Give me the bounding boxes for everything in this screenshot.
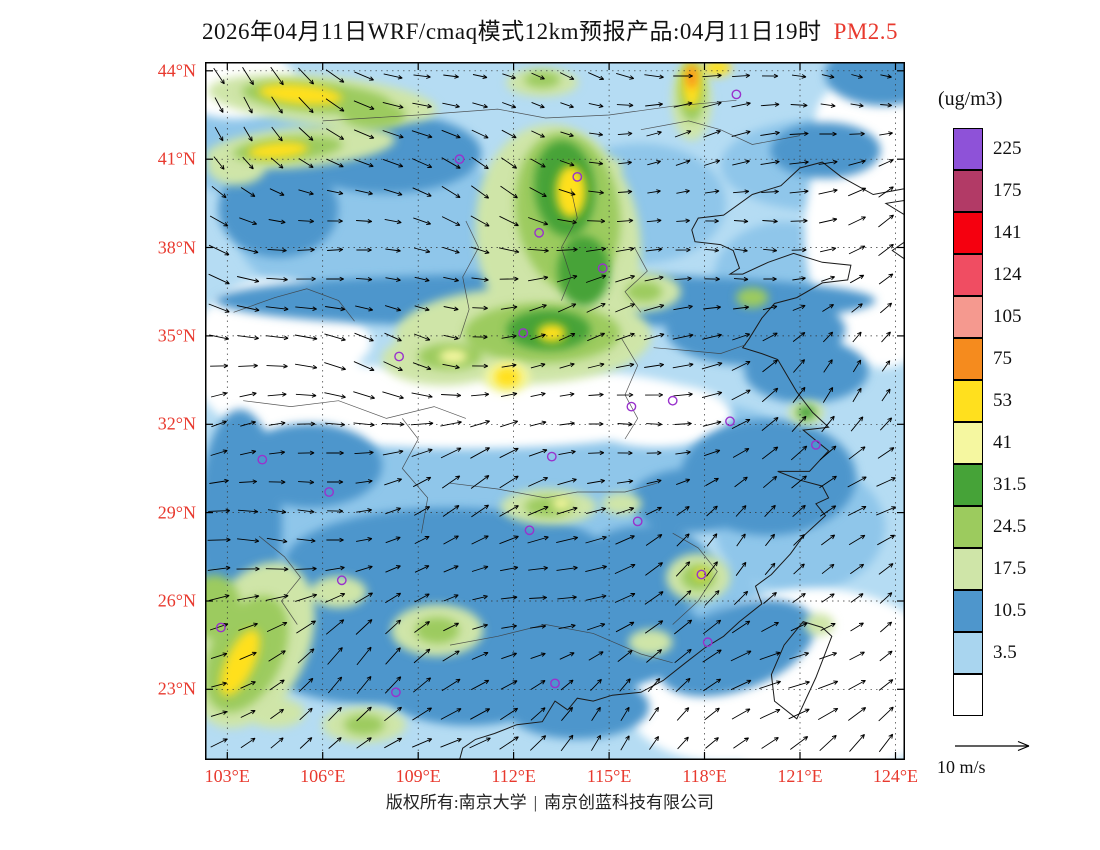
colorbar-value: 17.5 bbox=[993, 558, 1027, 579]
colorbar-value: 141 bbox=[993, 222, 1022, 243]
graticule bbox=[205, 62, 905, 760]
colorbar-box bbox=[953, 128, 983, 170]
colorbar-box bbox=[953, 380, 983, 422]
colorbar-value: 53 bbox=[993, 390, 1012, 411]
colorbar-value: 3.5 bbox=[993, 642, 1017, 663]
colorbar-box bbox=[953, 464, 983, 506]
colorbar-box bbox=[953, 296, 983, 338]
copyright-right: 南京创蓝科技有限公司 bbox=[544, 793, 715, 812]
station-markers bbox=[215, 89, 821, 698]
map-border bbox=[205, 62, 905, 760]
colorbar-box bbox=[953, 338, 983, 380]
lat-tick-label: 41°N bbox=[157, 148, 196, 169]
colorbar-box bbox=[953, 590, 983, 632]
lat-tick-label: 32°N bbox=[157, 413, 196, 434]
lon-tick-label: 109°E bbox=[395, 766, 441, 786]
lat-tick-label: 29°N bbox=[157, 502, 196, 523]
copyright-divider: | bbox=[533, 793, 538, 812]
coastline bbox=[459, 161, 905, 760]
title-text: 2026年04月11日WRF/cmaq模式12km预报产品:04月11日19时 bbox=[201, 19, 822, 44]
wind-reference-arrow-icon bbox=[955, 740, 1030, 752]
colorbar-box bbox=[953, 212, 983, 254]
forecast-map bbox=[205, 62, 905, 760]
lon-tick-label: 118°E bbox=[682, 766, 727, 786]
wind-speed-label: 10 m/s bbox=[937, 757, 986, 777]
page-title: 2026年04月11日WRF/cmaq模式12km预报产品:04月11日19时 P… bbox=[0, 12, 1100, 46]
lat-tick-label: 44°N bbox=[157, 60, 196, 81]
colorbar-value: 10.5 bbox=[993, 600, 1027, 621]
lon-tick-label: 103°E bbox=[204, 766, 250, 786]
colorbar-value: 31.5 bbox=[993, 474, 1027, 495]
colorbar-box bbox=[953, 422, 983, 464]
copyright-left: 版权所有:南京大学 bbox=[385, 793, 527, 812]
lat-tick-label: 23°N bbox=[157, 678, 196, 699]
colorbar-value: 175 bbox=[993, 180, 1022, 201]
colorbar-box bbox=[953, 674, 983, 716]
wind-vectors bbox=[207, 66, 897, 753]
lat-tick-label: 38°N bbox=[157, 237, 196, 258]
colorbar-box bbox=[953, 254, 983, 296]
colorbar-box bbox=[953, 506, 983, 548]
colorbar-box bbox=[953, 170, 983, 212]
province-boundaries bbox=[233, 99, 801, 664]
colorbar-box bbox=[953, 632, 983, 674]
pm25-field bbox=[205, 62, 905, 760]
colorbar-value: 225 bbox=[993, 138, 1022, 159]
lon-tick-label: 106°E bbox=[300, 766, 346, 786]
title-pollutant: PM2.5 bbox=[833, 19, 899, 44]
colorbar-value: 24.5 bbox=[993, 516, 1027, 537]
lat-tick-label: 35°N bbox=[157, 325, 196, 346]
copyright-footer: 版权所有:南京大学 | 南京创蓝科技有限公司 bbox=[0, 788, 1100, 813]
lon-tick-label: 121°E bbox=[777, 766, 823, 786]
colorbar-unit: (ug/m3) bbox=[938, 88, 1003, 110]
lon-tick-label: 115°E bbox=[586, 766, 632, 786]
colorbar-value: 124 bbox=[993, 264, 1022, 285]
lon-tick-label: 112°E bbox=[491, 766, 536, 786]
lat-tick-label: 26°N bbox=[157, 590, 196, 611]
lon-tick-label: 124°E bbox=[872, 766, 919, 786]
colorbar-box bbox=[953, 548, 983, 590]
wind-legend: 10 m/s bbox=[933, 736, 1043, 782]
colorbar-value: 105 bbox=[993, 306, 1022, 327]
colorbar-value: 41 bbox=[993, 432, 1012, 453]
colorbar-value: 75 bbox=[993, 348, 1012, 369]
map-frame bbox=[205, 62, 905, 760]
